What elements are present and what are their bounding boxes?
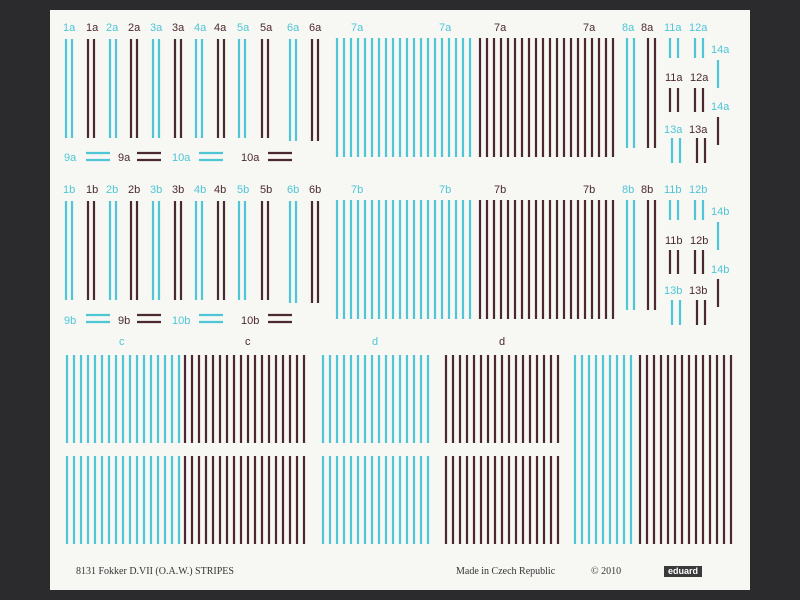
label-6a-cyan: 6a (287, 22, 300, 34)
label-5b-cyan: 5b (237, 184, 250, 196)
label-7b-cyan-1: 7b (351, 184, 364, 196)
label-7a-cyan-2: 7a (439, 22, 452, 34)
label-3b-cyan: 3b (150, 184, 163, 196)
sheet-title: 8131 Fokker D.VII (O.A.W.) STRIPES (76, 566, 234, 577)
label-2a-brown: 2a (128, 22, 141, 34)
label-4a-cyan: 4a (194, 22, 207, 34)
label-14a-cyan-2: 14a (711, 101, 730, 113)
label-12a-cyan: 12a (689, 22, 708, 34)
label-6b-brown: 6b (309, 184, 322, 196)
label-1a-cyan: 1a (63, 22, 76, 34)
label-14b-cyan-1: 14b (711, 206, 730, 218)
label-5a-brown: 5a (260, 22, 273, 34)
label-13b-cyan: 13b (664, 285, 683, 297)
label-5a-cyan: 5a (237, 22, 250, 34)
label-3b-brown: 3b (172, 184, 185, 196)
label-7a-brown-2: 7a (583, 22, 596, 34)
label-11a-brown: 11a (665, 72, 683, 84)
label-c-cyan: c (119, 336, 125, 348)
label-8b-cyan: 8b (622, 184, 635, 196)
label-8b-brown: 8b (641, 184, 654, 196)
label-7b-brown-1: 7b (494, 184, 507, 196)
label-d-brown: d (499, 336, 506, 348)
label-9b-cyan: 9b (64, 315, 77, 327)
label-7b-cyan-2: 7b (439, 184, 452, 196)
label-14a-cyan-1: 14a (711, 44, 730, 56)
origin-text: Made in Czech Republic (456, 566, 556, 577)
label-12b-cyan: 12b (689, 184, 708, 196)
label-10a-cyan: 10a (172, 152, 191, 164)
label-10b-brown: 10b (241, 315, 260, 327)
label-11b-cyan: 11b (664, 184, 682, 196)
label-2a-cyan: 2a (106, 22, 119, 34)
label-11b-brown: 11b (665, 235, 683, 247)
label-d-cyan: d (372, 336, 379, 348)
label-6b-cyan: 6b (287, 184, 300, 196)
label-2b-brown: 2b (128, 184, 141, 196)
copyright-text: © 2010 (591, 566, 622, 577)
label-7a-cyan-1: 7a (351, 22, 364, 34)
label-8a-brown: 8a (641, 22, 654, 34)
label-8a-cyan: 8a (622, 22, 635, 34)
label-11a-cyan: 11a (664, 22, 682, 34)
label-13a-cyan: 13a (664, 124, 683, 136)
label-12b-brown: 12b (690, 235, 709, 247)
label-5b-brown: 5b (260, 184, 273, 196)
label-4a-brown: 4a (214, 22, 227, 34)
label-4b-brown: 4b (214, 184, 227, 196)
label-1b-brown: 1b (86, 184, 99, 196)
label-10a-brown: 10a (241, 152, 260, 164)
brand-logo: eduard (664, 566, 703, 577)
label-10b-cyan: 10b (172, 315, 191, 327)
label-7a-brown-1: 7a (494, 22, 507, 34)
label-4b-cyan: 4b (194, 184, 207, 196)
label-9a-cyan: 9a (64, 152, 77, 164)
label-14b-cyan-2: 14b (711, 264, 730, 276)
label-c-brown: c (245, 336, 251, 348)
label-12a-brown: 12a (690, 72, 709, 84)
label-7b-brown-2: 7b (583, 184, 596, 196)
label-1b-cyan: 1b (63, 184, 76, 196)
label-13a-brown: 13a (689, 124, 708, 136)
label-9b-brown: 9b (118, 315, 131, 327)
label-6a-brown: 6a (309, 22, 322, 34)
label-2b-cyan: 2b (106, 184, 119, 196)
label-1a-brown: 1a (86, 22, 99, 34)
label-9a-brown: 9a (118, 152, 131, 164)
label-3a-brown: 3a (172, 22, 185, 34)
label-3a-cyan: 3a (150, 22, 163, 34)
label-13b-brown: 13b (689, 285, 708, 297)
